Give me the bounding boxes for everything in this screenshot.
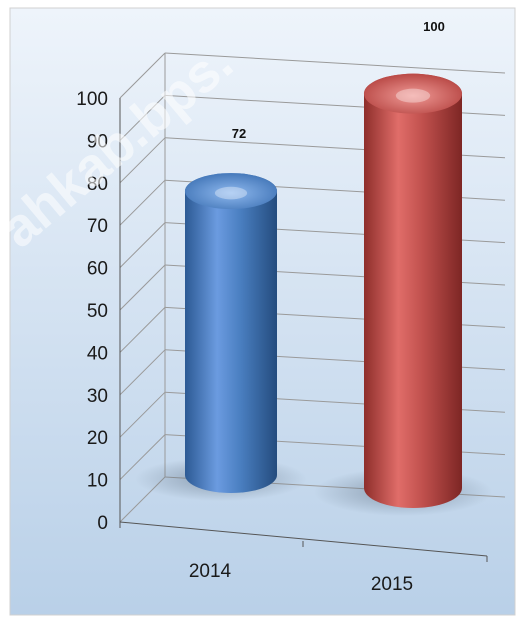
y-tick-label: 20: [87, 428, 108, 449]
gridline-side: [119, 222, 166, 268]
category-labels: 2014 2015: [189, 561, 413, 595]
bars: [135, 73, 492, 516]
y-tick-label: 70: [87, 216, 108, 237]
y-tick-label: 100: [76, 89, 108, 110]
y-tick-label: 30: [87, 386, 108, 407]
y-tick-labels: 0 10 20 30 40 50 60 70 80 90 100: [76, 89, 108, 534]
y-tick-label: 0: [97, 513, 108, 534]
data-labels: 72 100: [232, 19, 445, 141]
y-tick-label: 10: [87, 471, 108, 492]
gridline-side: [119, 264, 166, 311]
gridline-side: [119, 137, 166, 184]
bar-highlight: [214, 186, 248, 200]
axes: [119, 53, 488, 562]
y-tick-label: 40: [87, 343, 108, 364]
gridline-back: [164, 52, 506, 74]
y-tick-label: 90: [87, 131, 108, 152]
gridline-side: [119, 434, 166, 480]
bar-cap-2015: [364, 73, 462, 114]
gridline-side: [119, 179, 166, 226]
bar-highlight: [395, 88, 431, 103]
bar-cap-2014: [185, 173, 277, 210]
x-tick-label-2015: 2015: [371, 574, 413, 595]
gridline-side: [119, 349, 166, 396]
gridline-side: [119, 52, 166, 99]
gridline-side: [119, 307, 166, 353]
gridline-side: [119, 95, 166, 141]
y-tick-label: 80: [87, 174, 108, 195]
data-label-2015: 100: [423, 19, 445, 34]
gridline-side: [119, 391, 166, 438]
data-label-2014: 72: [232, 126, 246, 141]
y-tick-label: 50: [87, 301, 108, 322]
y-tick-label: 60: [87, 259, 108, 280]
bar-2015: [364, 73, 462, 509]
bar-2014: [185, 173, 277, 493]
x-axis-line: [119, 521, 488, 557]
x-tick-label-2014: 2014: [189, 561, 232, 582]
